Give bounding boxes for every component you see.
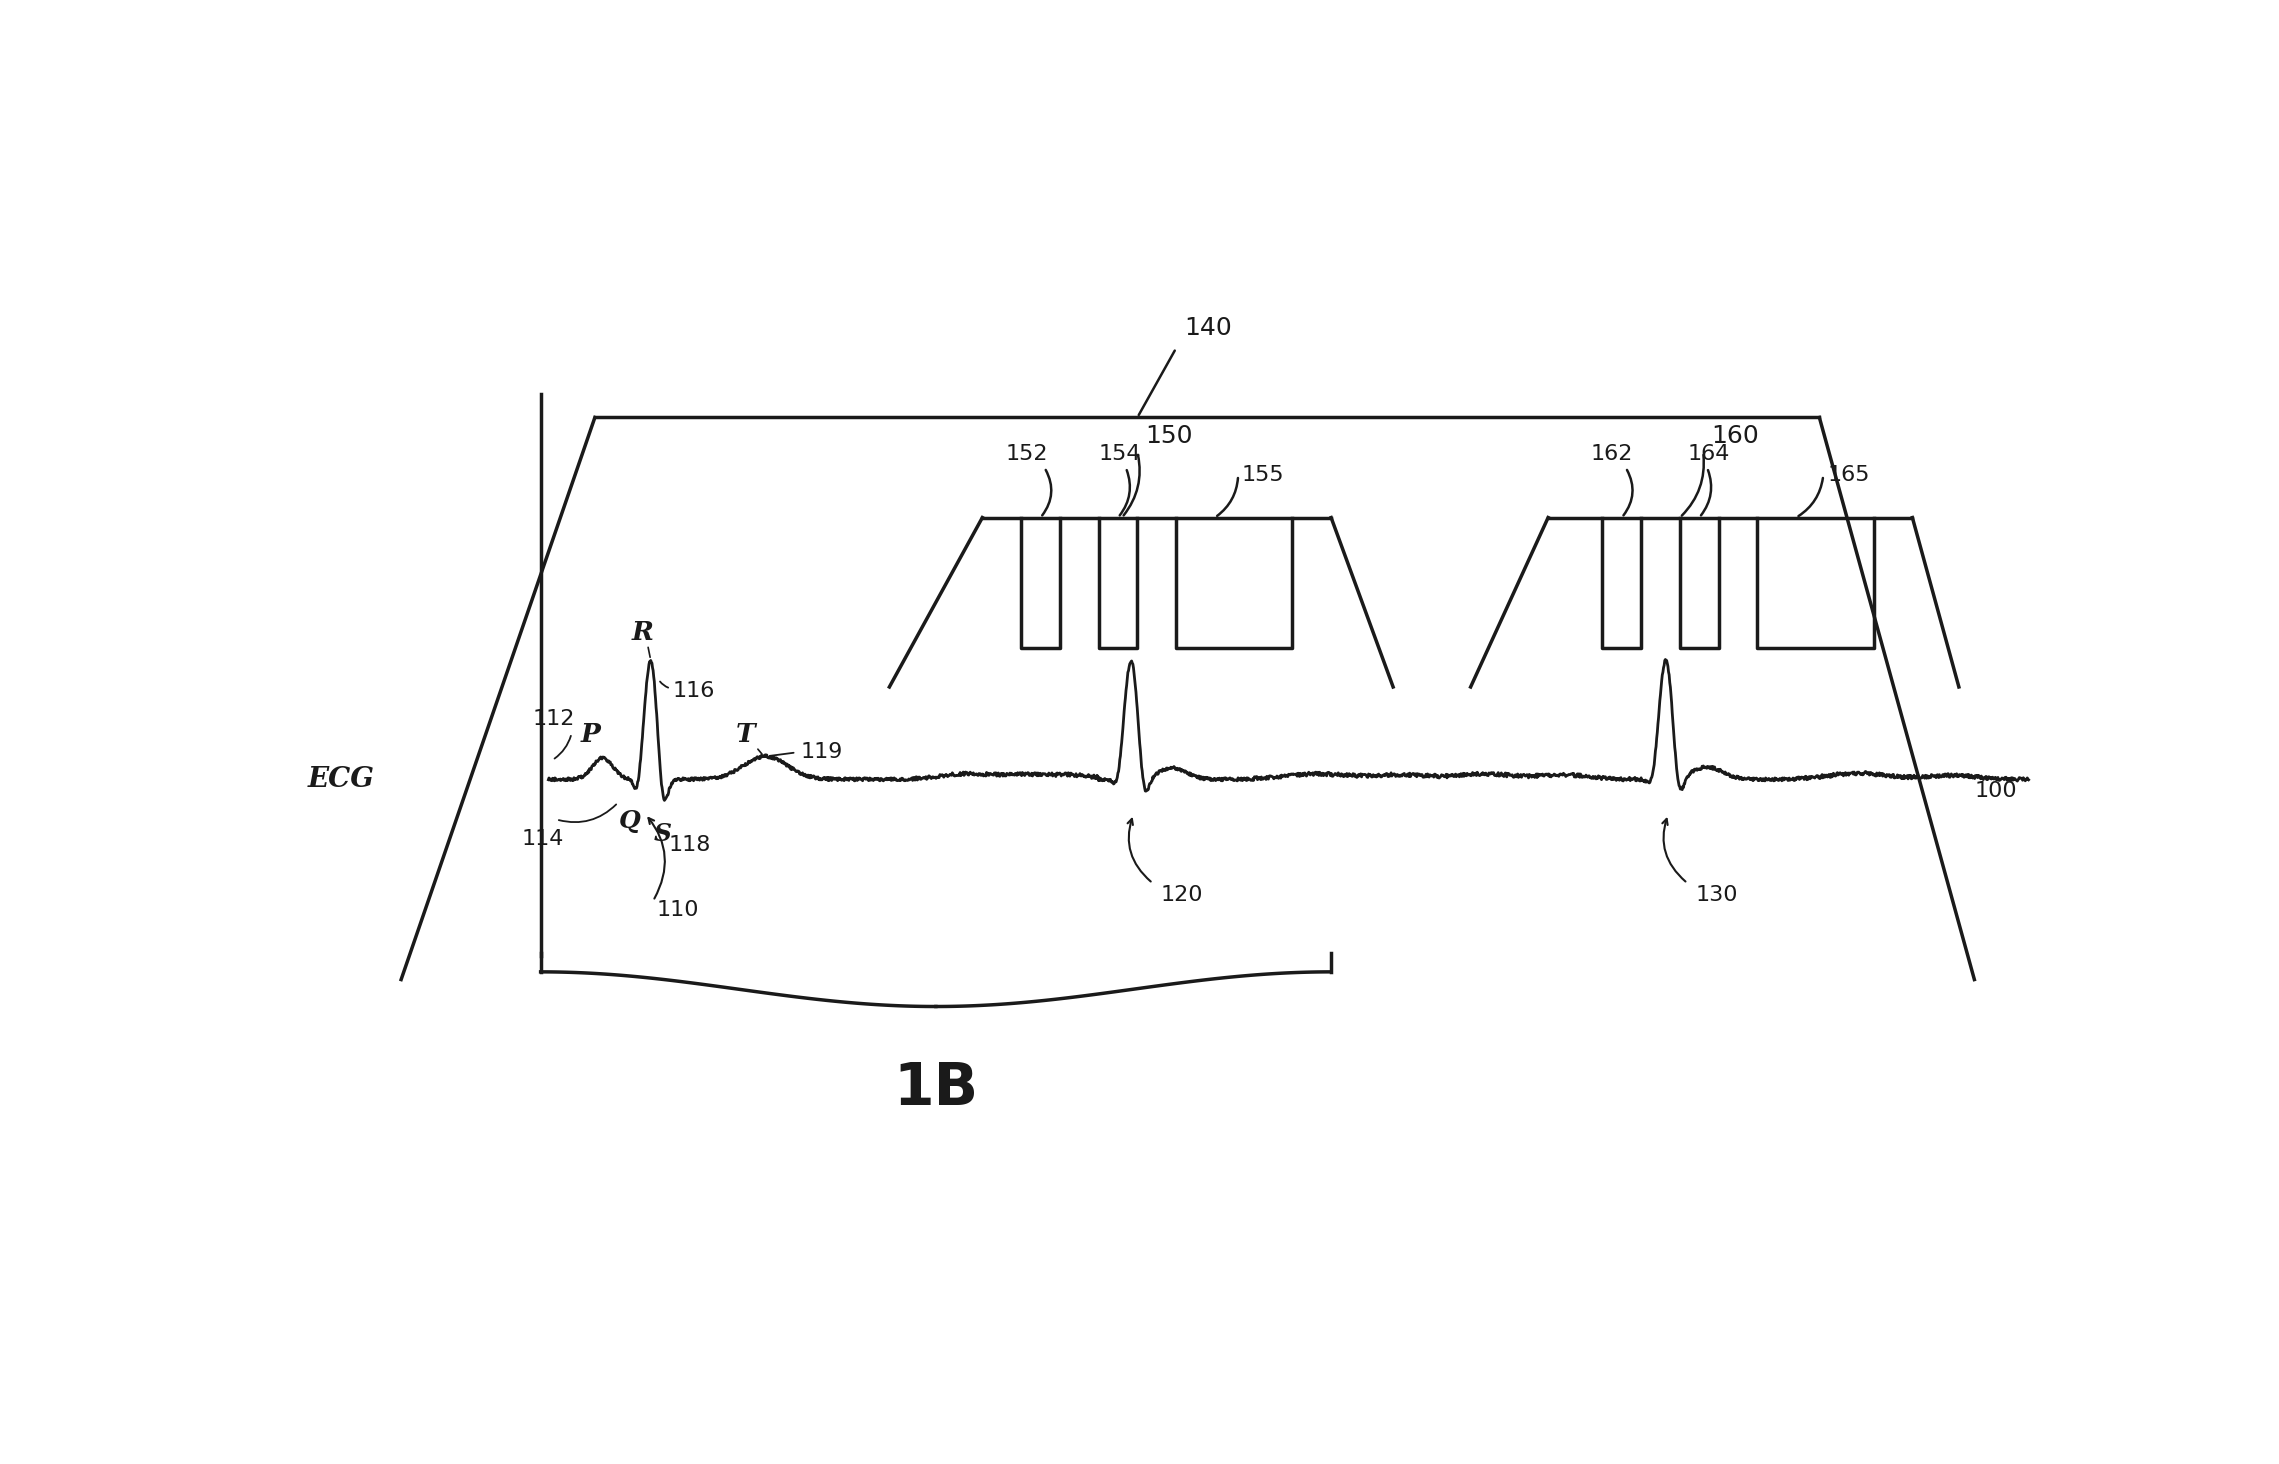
Text: 155: 155	[1242, 466, 1285, 485]
Text: 119: 119	[800, 742, 843, 763]
Text: 150: 150	[1144, 425, 1192, 448]
Text: 100: 100	[1974, 780, 2017, 801]
Text: R: R	[631, 619, 654, 644]
Text: 116: 116	[672, 681, 716, 701]
Text: T: T	[736, 722, 757, 747]
Text: ECG: ECG	[308, 766, 376, 793]
Text: 130: 130	[1696, 884, 1739, 905]
Text: 120: 120	[1160, 884, 1203, 905]
Text: 152: 152	[1005, 444, 1048, 464]
Text: 118: 118	[668, 834, 711, 855]
Text: P: P	[581, 722, 602, 747]
Text: 160: 160	[1712, 425, 1759, 448]
Text: 154: 154	[1098, 444, 1142, 464]
Text: S: S	[654, 821, 672, 846]
Text: Q: Q	[620, 808, 640, 833]
Text: 112: 112	[533, 710, 574, 729]
Text: 140: 140	[1183, 316, 1231, 341]
Text: 1B: 1B	[893, 1060, 978, 1117]
Text: 165: 165	[1828, 466, 1869, 485]
Text: 110: 110	[656, 900, 700, 921]
Text: 164: 164	[1689, 444, 1730, 464]
Text: 162: 162	[1591, 444, 1634, 464]
Text: 114: 114	[522, 830, 563, 849]
